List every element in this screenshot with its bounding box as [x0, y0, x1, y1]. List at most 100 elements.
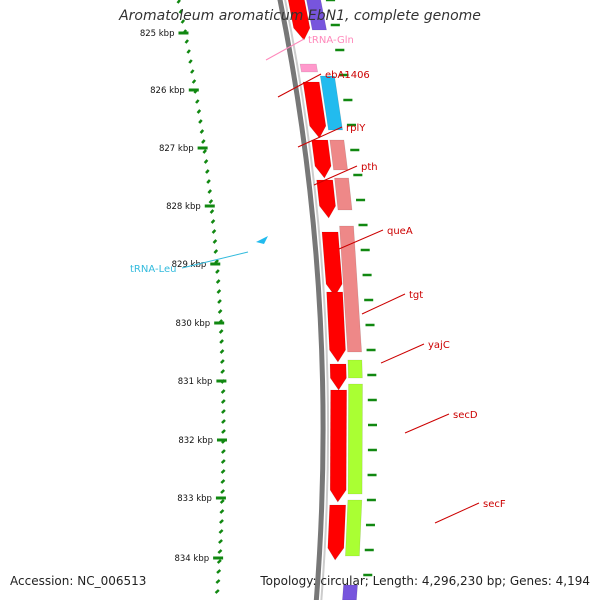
label-leader-line: [297, 126, 343, 148]
kbp-dot: [180, 19, 186, 24]
kbp-dot: [221, 409, 226, 414]
gene-label-yajc: yajC: [428, 340, 450, 351]
kbp-dot: [220, 389, 226, 394]
kbp-dot: [220, 399, 226, 404]
kbp-label: 832 kbp: [178, 436, 213, 446]
kbp-dot: [202, 149, 207, 154]
kbp-dot: [211, 229, 217, 234]
kbp-dot: [220, 359, 225, 364]
label-leader-line: [380, 343, 425, 364]
gene-label-rply: rplY: [346, 123, 366, 134]
kbp-dot: [207, 189, 213, 194]
kbp-dot: [219, 349, 225, 354]
gene-block-lime: [347, 359, 363, 379]
kbp-dot: [196, 109, 202, 114]
kbp-dot: [219, 509, 225, 514]
kbp-dot: [213, 249, 219, 254]
kbp-dot: [176, 0, 181, 4]
kbp-label: 827 kbp: [159, 144, 194, 154]
kbp-dot: [221, 419, 226, 424]
gene-label-secf: secF: [483, 499, 506, 510]
cds-block: [302, 81, 327, 139]
kbp-dot: [208, 199, 214, 204]
label-leader-line: [181, 251, 249, 269]
kbp-label: 829 kbp: [172, 260, 207, 270]
gene-label-trna-gln: tRNA-Gln: [308, 35, 354, 46]
label-leader-line: [404, 413, 450, 434]
gene-label-secd: secD: [453, 410, 478, 421]
kbp-dot: [201, 139, 206, 144]
kbp-dot: [184, 39, 189, 44]
cds-block: [327, 504, 347, 561]
gene-label-pth: pth: [361, 162, 378, 173]
kbp-dot: [205, 169, 210, 174]
kbp-dot: [215, 579, 221, 584]
label-leader-line: [277, 73, 322, 98]
cds-block: [321, 231, 343, 297]
kbp-dot: [220, 369, 226, 374]
kbp-dot: [199, 129, 205, 134]
kbp-dot: [190, 69, 195, 74]
kbp-dot: [220, 489, 226, 494]
kbp-dot: [218, 539, 223, 544]
kbp-dot: [220, 459, 226, 464]
label-leader-line: [265, 38, 305, 61]
gene-block-purple: [342, 584, 358, 600]
kbp-dot: [188, 59, 193, 64]
trna-gln-marker: [299, 63, 318, 73]
kbp-dot: [203, 159, 209, 164]
kbp-dot: [216, 289, 222, 294]
kbp-dot: [214, 589, 220, 594]
cds-block: [311, 139, 332, 179]
kbp-dot: [217, 309, 223, 314]
kbp-dot: [206, 179, 211, 184]
kbp-dot: [186, 49, 191, 54]
gene-block-cyan: [319, 75, 343, 131]
kbp-label: 825 kbp: [140, 29, 175, 39]
gene-label-tgt: tgt: [409, 290, 423, 301]
kbp-label: 828 kbp: [166, 202, 201, 212]
cds-block: [326, 291, 346, 363]
gene-block-purple: [306, 0, 327, 31]
label-leader-line: [434, 502, 480, 524]
kbp-dot: [209, 209, 215, 214]
kbp-dot: [216, 559, 222, 564]
kbp-dot: [219, 499, 225, 504]
gene-block-pale: [334, 177, 353, 211]
kbp-label: 834 kbp: [174, 554, 209, 564]
cds-block: [287, 0, 311, 41]
kbp-dot: [212, 239, 218, 244]
kbp-dot: [217, 299, 222, 304]
kbp-dot: [221, 429, 226, 434]
genome-title: Aromatoleum aromaticum EbN1, complete ge…: [119, 8, 481, 24]
kbp-dot: [191, 79, 197, 84]
kbp-label: 831 kbp: [178, 377, 213, 387]
backbone-line: [277, 0, 326, 600]
label-leader-line: [313, 165, 358, 186]
kbp-dot: [220, 469, 226, 474]
gene-block-pale: [339, 225, 362, 353]
kbp-dot: [220, 479, 226, 484]
kbp-label: 826 kbp: [150, 86, 185, 96]
kbp-dot: [195, 99, 200, 104]
gene-label-quea: queA: [387, 226, 413, 237]
kbp-dot: [220, 449, 226, 454]
cds-block: [316, 179, 336, 219]
accession-text: Accession: NC_006513: [10, 574, 147, 588]
kbp-dot: [215, 269, 220, 274]
kbp-dot: [210, 219, 216, 224]
cds-block: [329, 389, 347, 503]
kbp-dot: [215, 279, 221, 284]
kbp-dot: [198, 119, 203, 124]
kbp-dot: [218, 529, 224, 534]
gene-label-eba1406: ebA1406: [325, 70, 370, 81]
trna-leu-marker: [256, 236, 268, 244]
gene-label-trna-leu: tRNA-Leu: [130, 264, 176, 275]
backbone-shadow: [284, 0, 329, 600]
gene-block-pale: [329, 139, 349, 171]
kbp-dot: [216, 569, 222, 574]
kbp-dot: [219, 519, 224, 524]
label-leader-line: [361, 293, 406, 315]
kbp-label: 833 kbp: [177, 494, 212, 504]
